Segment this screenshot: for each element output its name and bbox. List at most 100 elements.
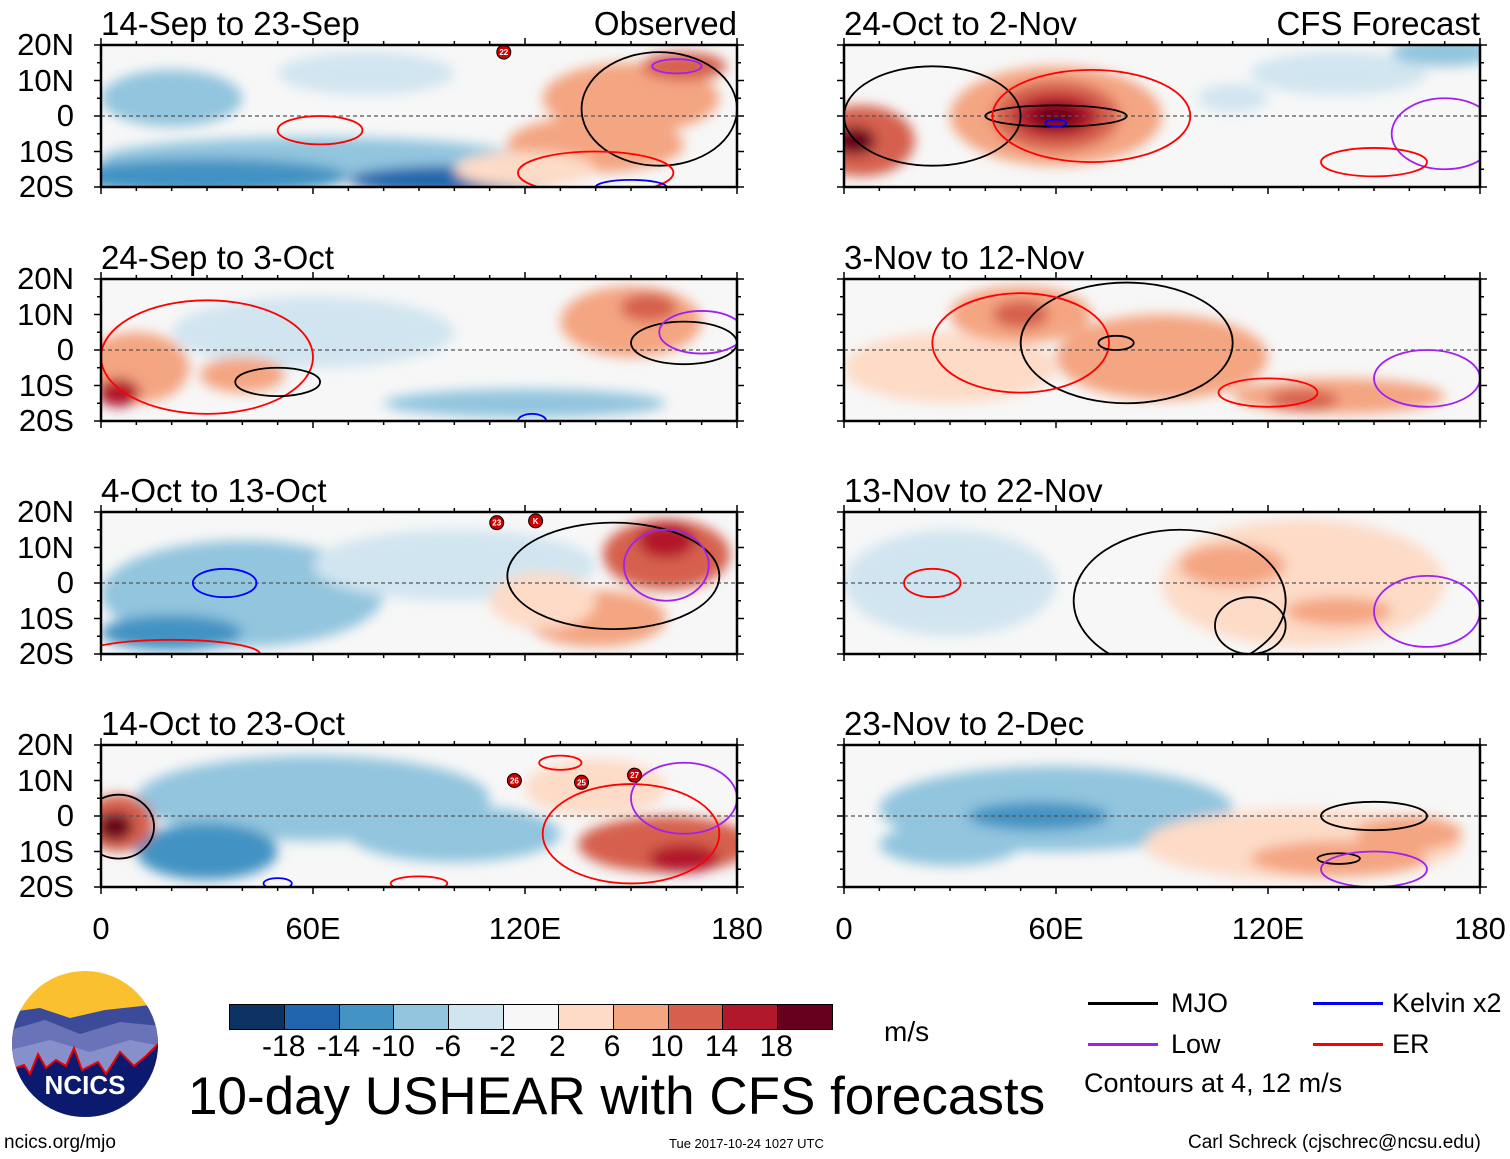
shear-anomaly-region <box>1056 314 1268 400</box>
shear-anomaly-region <box>638 522 695 559</box>
lat-tick-label: 0 <box>56 98 74 133</box>
lat-tick-label: 20S <box>18 636 74 671</box>
colorbar-swatch <box>284 1005 340 1029</box>
units-label: m/s <box>884 1016 930 1047</box>
shear-anomaly-region <box>844 126 876 156</box>
shear-anomaly-region <box>136 823 278 880</box>
storm-label: K <box>533 517 539 526</box>
contour-low <box>1390 97 1480 171</box>
shear-anomaly-region <box>454 151 596 187</box>
storm-label: 26 <box>510 777 519 786</box>
shear-anomaly-region <box>641 52 727 81</box>
storm-marker: 22 <box>496 45 512 60</box>
shear-anomaly-region <box>101 158 349 187</box>
storm-marker: 23 <box>489 515 505 531</box>
contour-er <box>1320 147 1428 178</box>
contour-kelvin-x2 <box>262 877 293 887</box>
lon-tick-label: 180 <box>711 911 763 946</box>
colorbar-tick-label: 6 <box>603 1030 621 1063</box>
contour-er <box>1217 377 1319 408</box>
shear-anomaly-region <box>879 823 1021 866</box>
lat-tick-label: 0 <box>56 332 74 367</box>
colorbar-swatch <box>668 1005 724 1029</box>
shear-anomaly-region <box>992 300 1049 329</box>
contour-er <box>538 754 583 771</box>
storm-label: 22 <box>499 48 508 57</box>
legend-line-low <box>1088 1043 1158 1046</box>
ncics-logo: NCICS <box>10 970 160 1118</box>
shear-anomaly-region <box>844 332 1056 404</box>
storm-label: 23 <box>492 519 501 528</box>
shear-anomaly-region <box>967 801 1109 831</box>
legend-label-low: Low <box>1171 1029 1221 1059</box>
contour-er <box>541 783 721 885</box>
forecast-label: CFS Forecast <box>1276 5 1480 42</box>
colorbar-tick-label: 10 <box>650 1030 684 1063</box>
contour-mjo <box>1097 334 1135 351</box>
panel-title: 24-Sep to 3-Oct <box>101 239 334 276</box>
contour-low <box>1373 575 1480 648</box>
colorbar-swatch <box>339 1005 395 1029</box>
contour-mjo <box>1019 281 1234 405</box>
legend-label-kelvin: Kelvin x2 <box>1392 988 1502 1018</box>
legend-line-mjo <box>1088 1002 1158 1005</box>
map-panel <box>837 272 1487 428</box>
lon-tick-label: 180 <box>1454 911 1506 946</box>
colorbar-swatch <box>504 1005 559 1029</box>
lat-tick-label: 10N <box>17 62 74 98</box>
lat-tick-label: 20N <box>17 27 74 62</box>
panel-title: 23-Nov to 2-Dec <box>844 705 1085 742</box>
legend-label-er: ER <box>1392 1029 1430 1059</box>
colorbar-tick-label: -2 <box>489 1030 516 1063</box>
contour-er <box>903 567 962 599</box>
storm-marker: 25 <box>574 774 590 790</box>
author-credit: Carl Schreck (cjschrec@ncsu.edu) <box>1188 1132 1481 1153</box>
lat-tick-label: 10N <box>17 296 74 332</box>
lon-tick-label: 0 <box>835 911 853 946</box>
lat-tick-label: 20N <box>17 727 74 762</box>
contour-kelvin-x2 <box>191 567 258 599</box>
shear-anomaly-region <box>348 805 561 863</box>
shear-anomaly-region <box>620 293 677 322</box>
contour-mjo <box>630 320 737 366</box>
lat-tick-label: 10S <box>18 133 74 169</box>
lat-tick-label: 0 <box>56 798 74 833</box>
shear-anomaly-region <box>1356 816 1463 852</box>
contour-low <box>630 761 737 835</box>
panel-title: 3-Nov to 12-Nov <box>844 239 1085 276</box>
colorbar-tick-label: 2 <box>549 1030 566 1063</box>
contour-mjo <box>1316 852 1361 865</box>
colorbar-swatch <box>394 1005 450 1029</box>
map-panel: 26 25 27 <box>94 738 744 894</box>
panel-title: 4-Oct to 13-Oct <box>101 472 327 509</box>
colorbar-tick-label: -14 <box>316 1030 361 1063</box>
contour-mjo <box>1320 800 1428 832</box>
panel-title: 13-Nov to 22-Nov <box>844 472 1103 509</box>
shear-anomaly-region <box>101 614 243 651</box>
timestamp: Tue 2017-10-24 1027 UTC <box>669 1136 824 1151</box>
map-panel: 23 K <box>94 505 744 661</box>
storm-marker: 26 <box>506 773 522 788</box>
colorbar-swatch <box>449 1005 505 1029</box>
colorbar-swatch <box>723 1005 779 1029</box>
observed-label: Observed <box>593 5 737 42</box>
shear-anomaly-region <box>489 572 596 630</box>
shear-anomaly-region <box>1179 543 1286 587</box>
lon-tick-label: 120E <box>488 911 562 946</box>
shear-anomaly-region <box>101 812 133 841</box>
lon-tick-label: 60E <box>285 911 341 946</box>
contour-er <box>389 875 449 887</box>
colorbar-tick-label: 18 <box>759 1030 793 1063</box>
storm-marker: K <box>528 513 544 529</box>
legend-label-mjo: MJO <box>1171 988 1228 1018</box>
contour-er <box>991 68 1192 164</box>
contour-mjo <box>101 793 155 860</box>
contour-kelvin-x2 <box>1044 118 1068 128</box>
colorbar-tick-label: 14 <box>704 1030 739 1063</box>
colorbar <box>229 1004 833 1030</box>
site-link[interactable]: ncics.org/mjo <box>4 1132 116 1153</box>
colorbar-swatch <box>230 1005 285 1029</box>
map-panel <box>94 272 744 428</box>
lat-tick-label: 0 <box>56 565 74 600</box>
shear-anomaly-region <box>1250 840 1427 877</box>
